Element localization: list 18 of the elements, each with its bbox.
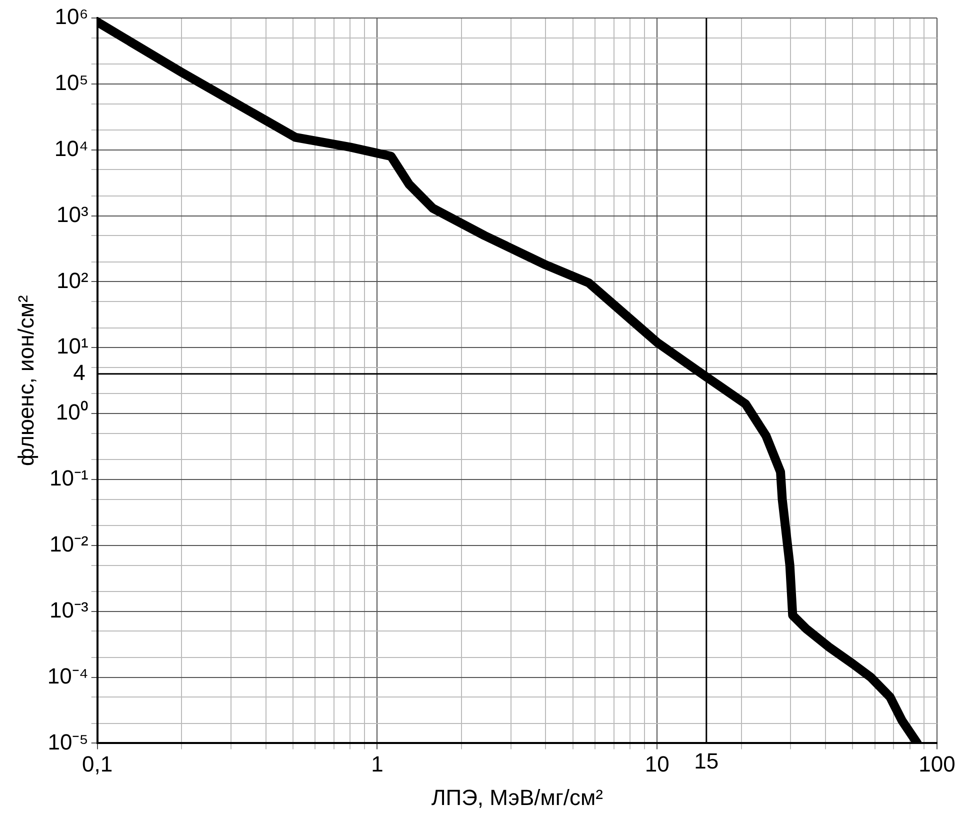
- y-tick-label: 10¹: [56, 334, 88, 359]
- y-tick-label: 10⁵: [54, 70, 88, 95]
- y-tick-label: 10⁰: [56, 400, 88, 425]
- x-tick-label: 100: [918, 751, 956, 776]
- y-tick-label: 10⁻³: [50, 597, 88, 622]
- x-axis-title: ЛПЭ, МэВ/мг/см²: [431, 784, 603, 810]
- x-tick-label: 10: [644, 751, 670, 776]
- y-axis-title: флюенс, ион/см²: [13, 295, 38, 466]
- x-tick-label: 1: [371, 751, 384, 776]
- y-tick-label: 10⁻⁴: [47, 663, 88, 688]
- ref-line-label: 4: [73, 360, 86, 385]
- y-tick-label: 10⁻¹: [50, 466, 88, 491]
- y-tick-label: 10²: [56, 268, 88, 293]
- y-tick-label: 10⁻²: [50, 531, 88, 556]
- y-tick-label: 10⁶: [54, 4, 88, 30]
- y-tick-label: 10³: [56, 202, 88, 227]
- y-tick-label: 10⁴: [54, 136, 88, 161]
- ref-line-label: 15: [694, 748, 719, 774]
